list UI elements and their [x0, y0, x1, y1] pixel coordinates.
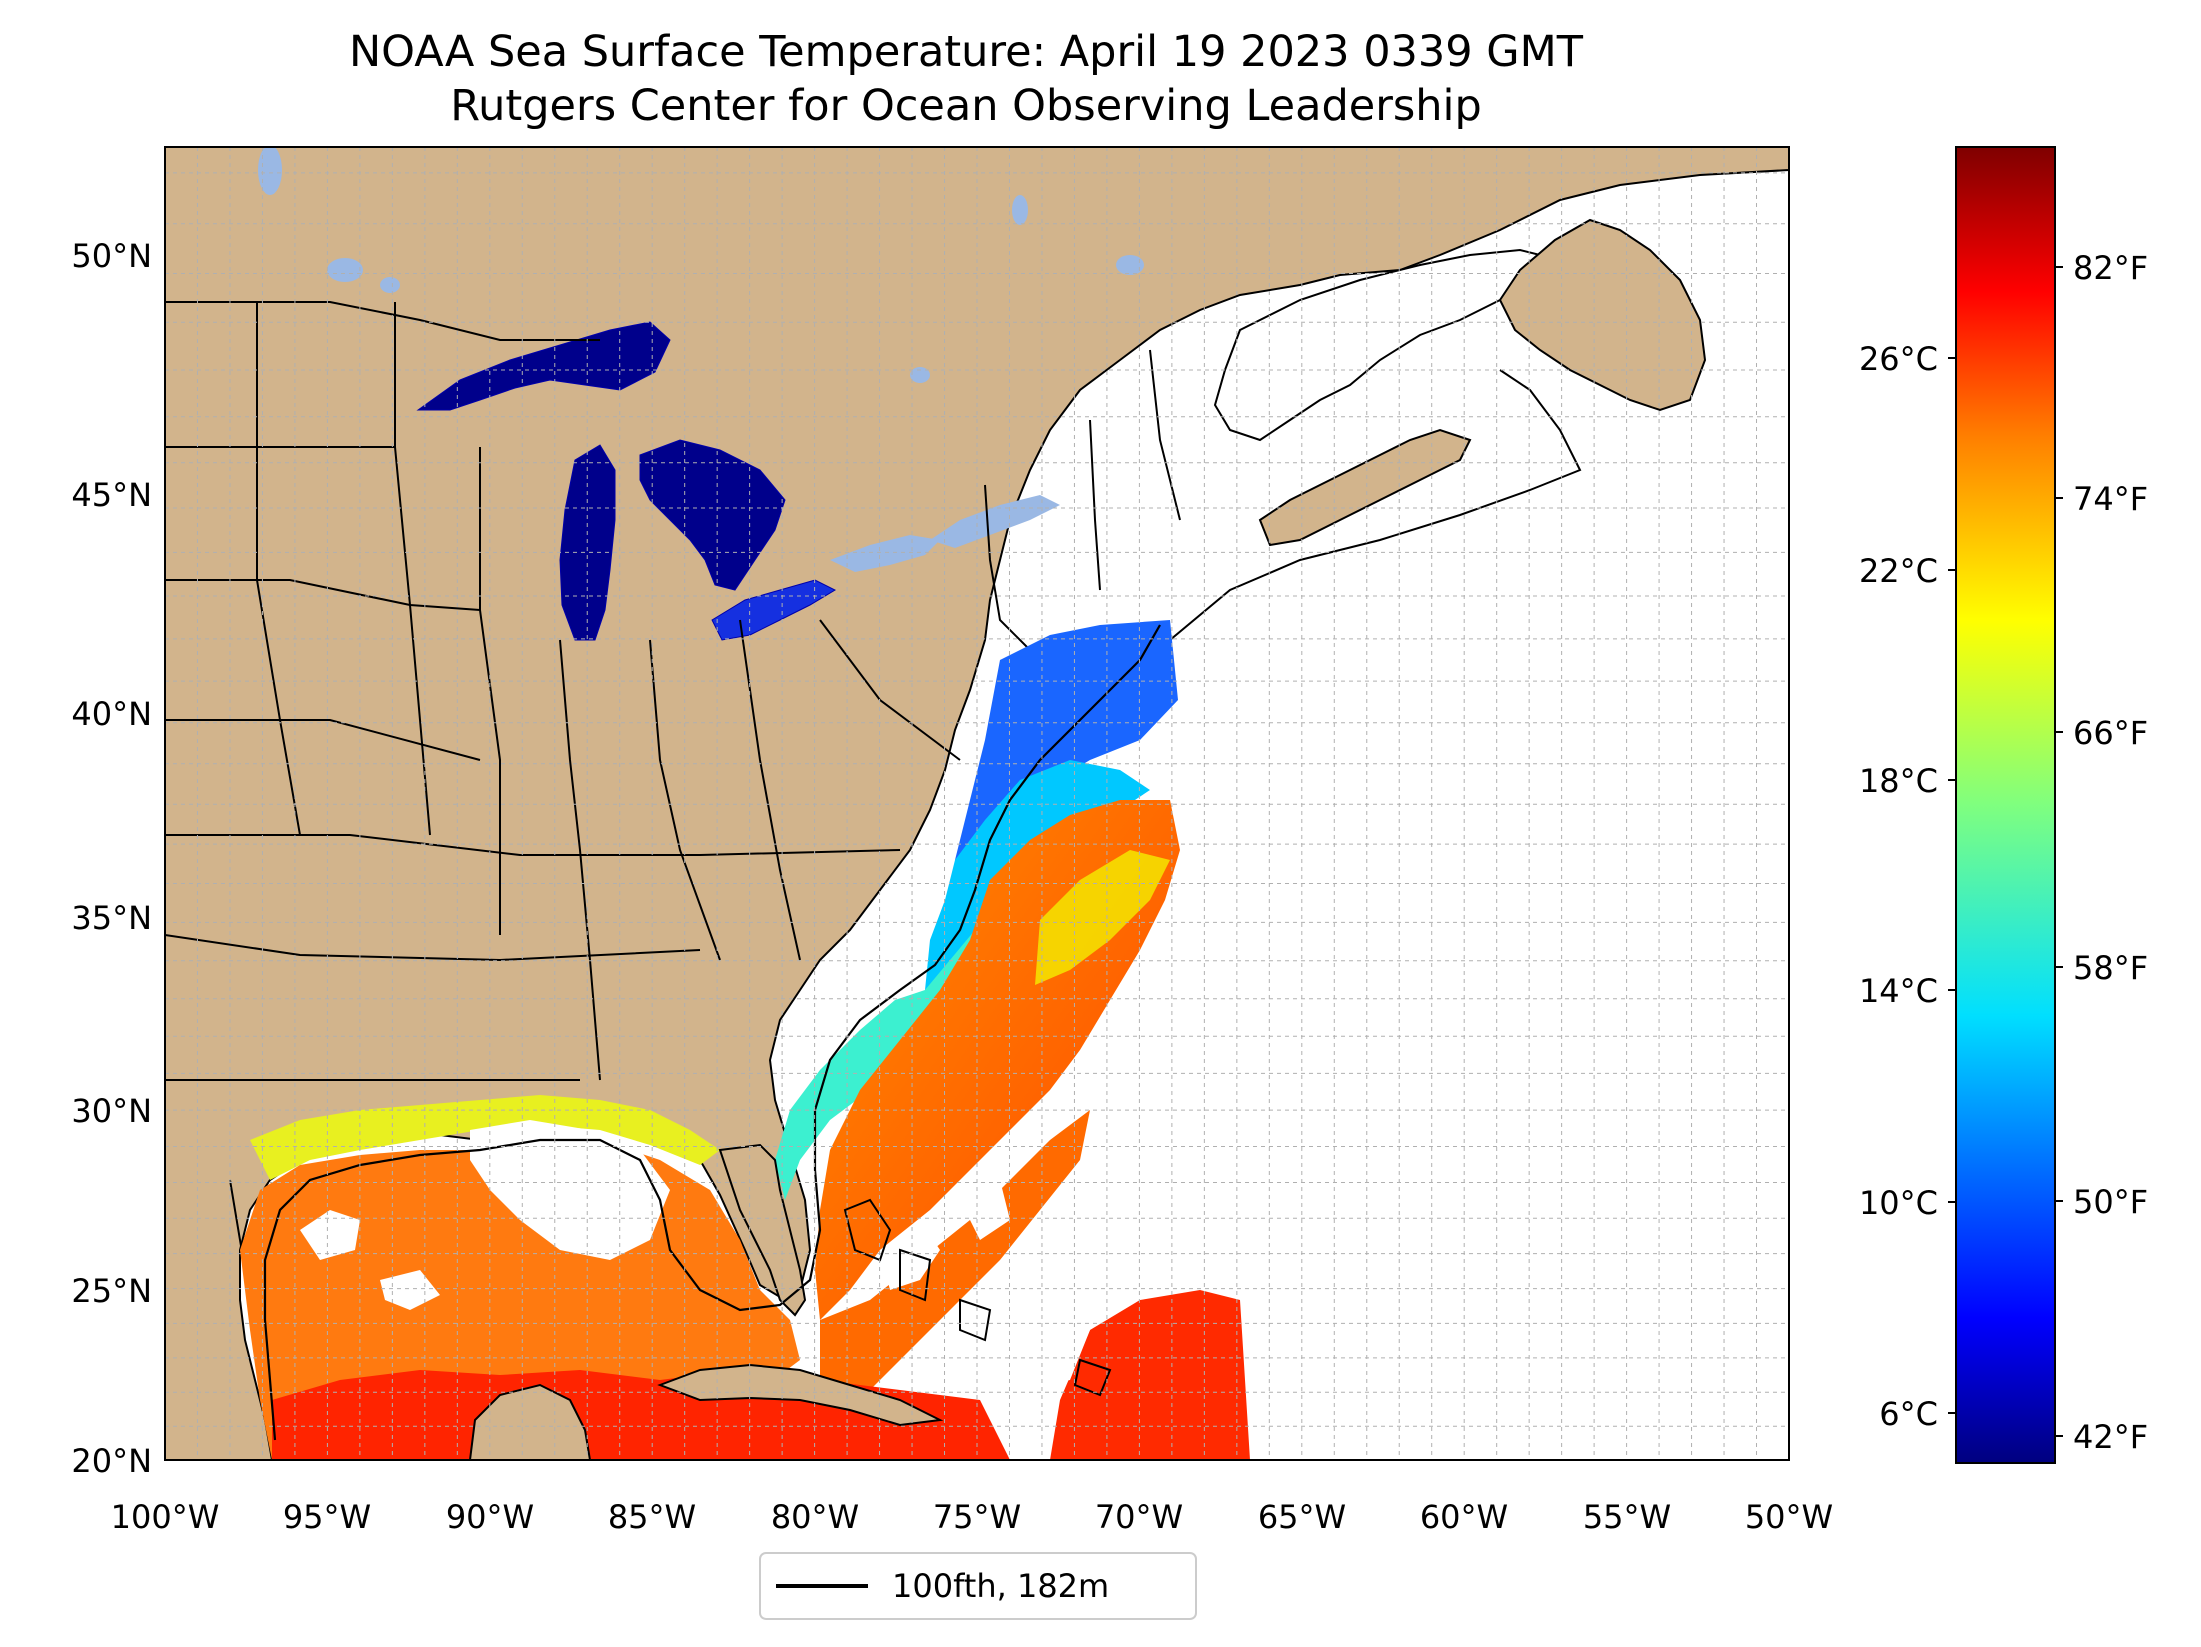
lon-tick-label: 75°W: [933, 1498, 1021, 1536]
sst-shelf-mild: [775, 930, 975, 1200]
map-subtitle: Rutgers Center for Ocean Observing Leade…: [450, 81, 1482, 131]
celsius-tick-label: 14°C: [1859, 972, 1938, 1010]
isobath-100fth: [263, 624, 1161, 1441]
celsius-tick-marks: [1948, 357, 1956, 1414]
legend-label: 100fth, 182m: [892, 1567, 1109, 1605]
lat-tick-label: 40°N: [71, 695, 152, 733]
celsius-tick-label: 10°C: [1859, 1184, 1938, 1222]
lake-erie: [711, 579, 837, 641]
lat-tick-label: 35°N: [71, 899, 152, 937]
lat-tick-label: 25°N: [71, 1272, 152, 1310]
lat-tick-label: 20°N: [71, 1442, 152, 1480]
continental-shelf-ne: [1169, 369, 1582, 641]
lon-ticks: 100°W 95°W 90°W 85°W 80°W 75°W 70°W 65°W…: [111, 1498, 1834, 1536]
sst-shelf-cold: [955, 620, 1178, 900]
lat-tick-label: 50°N: [71, 237, 152, 275]
fahrenheit-tick-label: 58°F: [2073, 949, 2148, 987]
lon-tick-label: 85°W: [608, 1498, 696, 1536]
atlantic-canada-ocean: [1180, 380, 1789, 700]
cloud-gaps: [300, 1120, 1090, 1390]
celsius-tick-label: 18°C: [1859, 762, 1938, 800]
lat-tick-label: 45°N: [71, 476, 152, 514]
sst-south-atlantic: [820, 1110, 1090, 1420]
fahrenheit-tick-label: 50°F: [2073, 1183, 2148, 1221]
florida-land: [718, 1143, 807, 1317]
lake-ontario: [830, 535, 940, 572]
lake-superior: [416, 321, 671, 411]
nova-scotia-land: [1258, 428, 1472, 547]
st-lawrence-ice: [930, 495, 1060, 548]
celsius-tick-label: 22°C: [1859, 552, 1938, 590]
map-area: [165, 147, 1789, 1460]
bahamas-outline: [843, 1198, 1112, 1397]
gulf-of-st-lawrence: [1213, 248, 1562, 442]
map-frame: [164, 146, 1790, 1461]
lon-tick-label: 60°W: [1420, 1498, 1508, 1536]
lon-tick-label: 100°W: [111, 1498, 220, 1536]
legend-box: [759, 1552, 1197, 1620]
fahrenheit-tick-label: 42°F: [2073, 1418, 2148, 1456]
celsius-tick-label: 6°C: [1879, 1395, 1938, 1433]
lon-tick-label: 65°W: [1258, 1498, 1346, 1536]
gridlines: [165, 147, 1789, 1460]
lon-tick-label: 95°W: [283, 1498, 371, 1536]
celsius-tick-label: 26°C: [1859, 340, 1938, 378]
fahrenheit-tick-label: 74°F: [2073, 480, 2148, 518]
small-lakes: [258, 147, 1144, 383]
newfoundland-land: [1498, 218, 1707, 412]
legend: 100fth, 182m: [759, 1552, 1197, 1620]
fahrenheit-tick-label: 66°F: [2073, 714, 2148, 752]
fahrenheit-tick-label: 82°F: [2073, 249, 2148, 287]
lat-tick-label: 30°N: [71, 1092, 152, 1130]
lat-ticks: 20°N 25°N 30°N 35°N 40°N 45°N 50°N: [71, 237, 152, 1480]
lon-tick-label: 70°W: [1095, 1498, 1183, 1536]
sst-gulf-of-mexico-coast: [250, 1095, 720, 1180]
colorbar: 6°C 10°C 14°C 18°C 22°C 26°C 42°F 50°F 5…: [1859, 146, 2148, 1464]
yucatan-land: [468, 1383, 592, 1460]
lake-huron: [639, 439, 786, 591]
lon-tick-label: 90°W: [446, 1498, 534, 1536]
colorbar-gradient: [1955, 146, 2056, 1464]
fahrenheit-tick-marks: [2055, 266, 2063, 1437]
lon-tick-label: 50°W: [1745, 1498, 1833, 1536]
map-title: NOAA Sea Surface Temperature: April 19 2…: [349, 27, 1584, 77]
political-borders: [165, 301, 1181, 1421]
sst-caribbean: [1050, 1290, 1250, 1460]
lon-tick-label: 80°W: [771, 1498, 859, 1536]
lon-tick-label: 55°W: [1583, 1498, 1671, 1536]
